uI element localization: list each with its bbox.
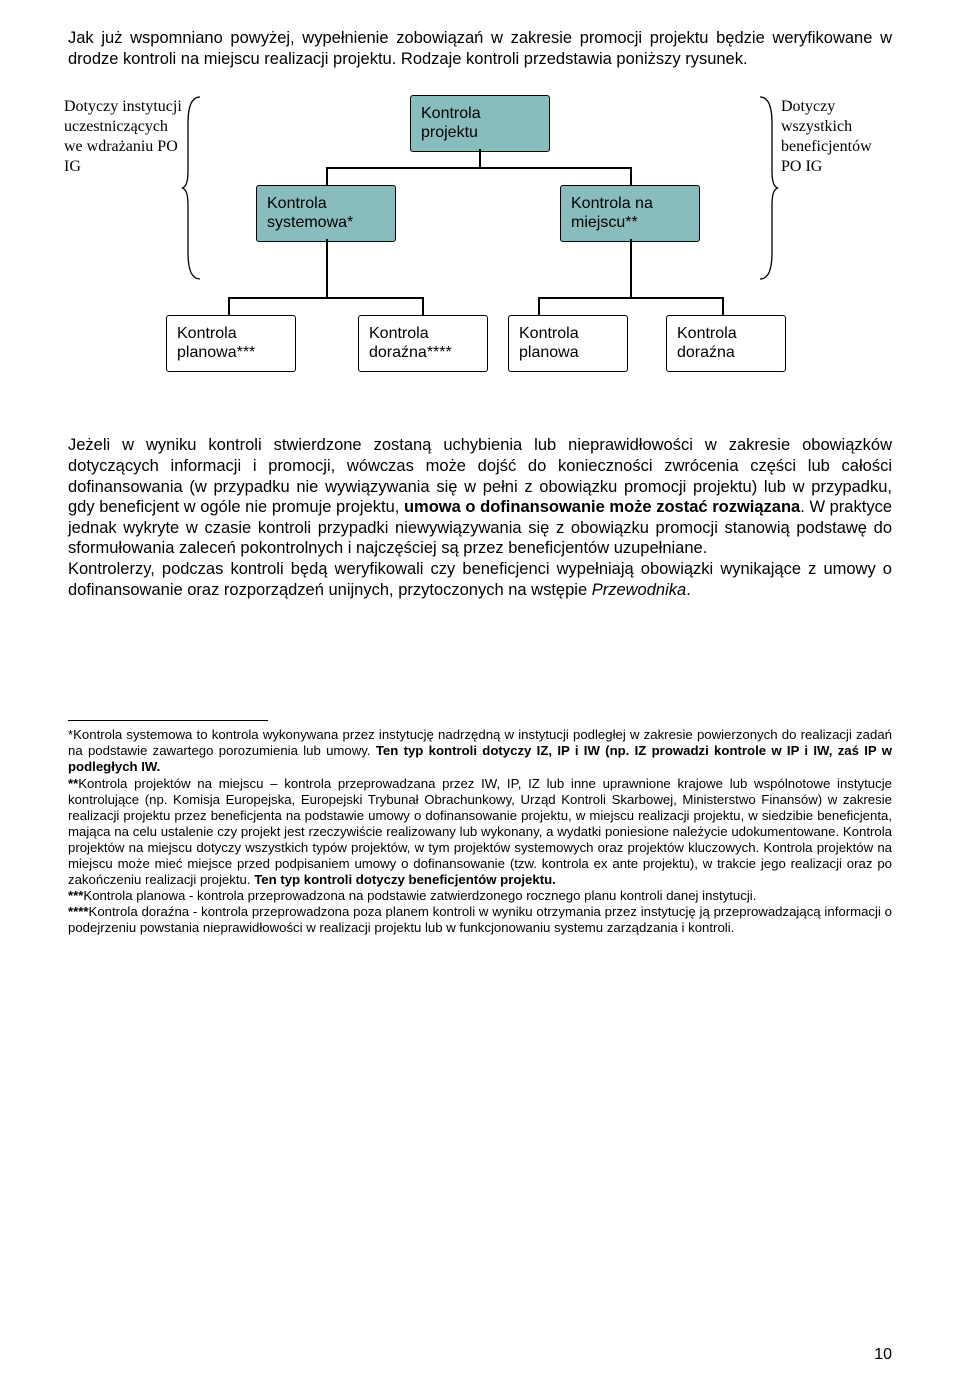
- brace-left-icon: [180, 93, 206, 283]
- node-dorazna-4: Kontrola doraźna****: [358, 315, 488, 371]
- footnote-separator: [68, 720, 268, 721]
- node-dorazna: Kontrola doraźna: [666, 315, 786, 371]
- left-side-label: Dotyczy instytucji uczestniczących we wd…: [64, 97, 184, 177]
- brace-right-icon: [754, 93, 780, 283]
- footnotes-block: *Kontrola systemowa to kontrola wykonywa…: [68, 727, 892, 936]
- node-kontrola-projektu: Kontrola projektu: [410, 95, 550, 151]
- right-side-label: Dotyczy wszystkich beneficjentów PO IG: [781, 97, 896, 177]
- intro-paragraph: Jak już wspomniano powyżej, wypełnienie …: [68, 28, 892, 69]
- node-kontrola-miejscu: Kontrola na miejscu**: [560, 185, 700, 241]
- diagram: Dotyczy instytucji uczestniczących we wd…: [68, 87, 892, 417]
- body-paragraph: Jeżeli w wyniku kontroli stwierdzone zos…: [68, 435, 892, 600]
- node-kontrola-systemowa: Kontrola systemowa*: [256, 185, 396, 241]
- page-number: 10: [874, 1346, 892, 1364]
- node-planowa-3: Kontrola planowa***: [166, 315, 296, 371]
- node-planowa: Kontrola planowa: [508, 315, 628, 371]
